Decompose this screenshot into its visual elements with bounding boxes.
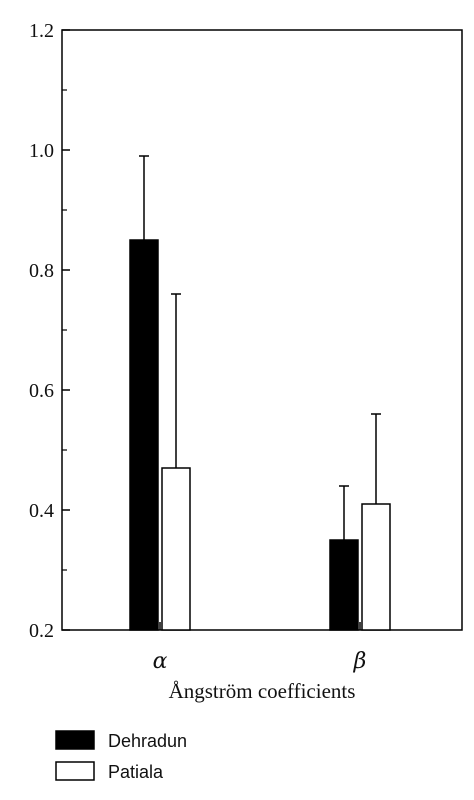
y-tick-label: 0.6: [29, 380, 54, 402]
legend-swatch-patiala: [55, 761, 95, 781]
y-tick-label: 0.2: [29, 620, 54, 642]
y-axis: 0.2 0.4 0.6 0.8 1.0 1.2: [29, 20, 70, 642]
bar-patiala-0: [161, 467, 191, 631]
x-tick-label: α: [153, 649, 168, 674]
y-tick-label: 0.4: [29, 500, 54, 522]
y-tick-label: 0.8: [29, 260, 54, 282]
legend-label-dehradun: Dehradun: [108, 731, 187, 751]
legend: Dehradun Patiala: [55, 730, 187, 782]
y-tick-label: 1.2: [29, 20, 54, 42]
bar-dehradun-0: [129, 239, 159, 631]
bars: [129, 239, 391, 631]
plot-frame: [61, 29, 463, 631]
x-axis-title: Ångström coefficients: [169, 679, 356, 703]
legend-label-patiala: Patiala: [108, 762, 164, 782]
bar-dehradun-1: [329, 539, 359, 631]
bar-patiala-1: [361, 503, 391, 631]
error-bars: [139, 155, 381, 540]
y-tick-label: 1.0: [29, 140, 54, 162]
x-tick-label: β: [353, 649, 367, 674]
legend-swatch-dehradun: [55, 730, 95, 750]
